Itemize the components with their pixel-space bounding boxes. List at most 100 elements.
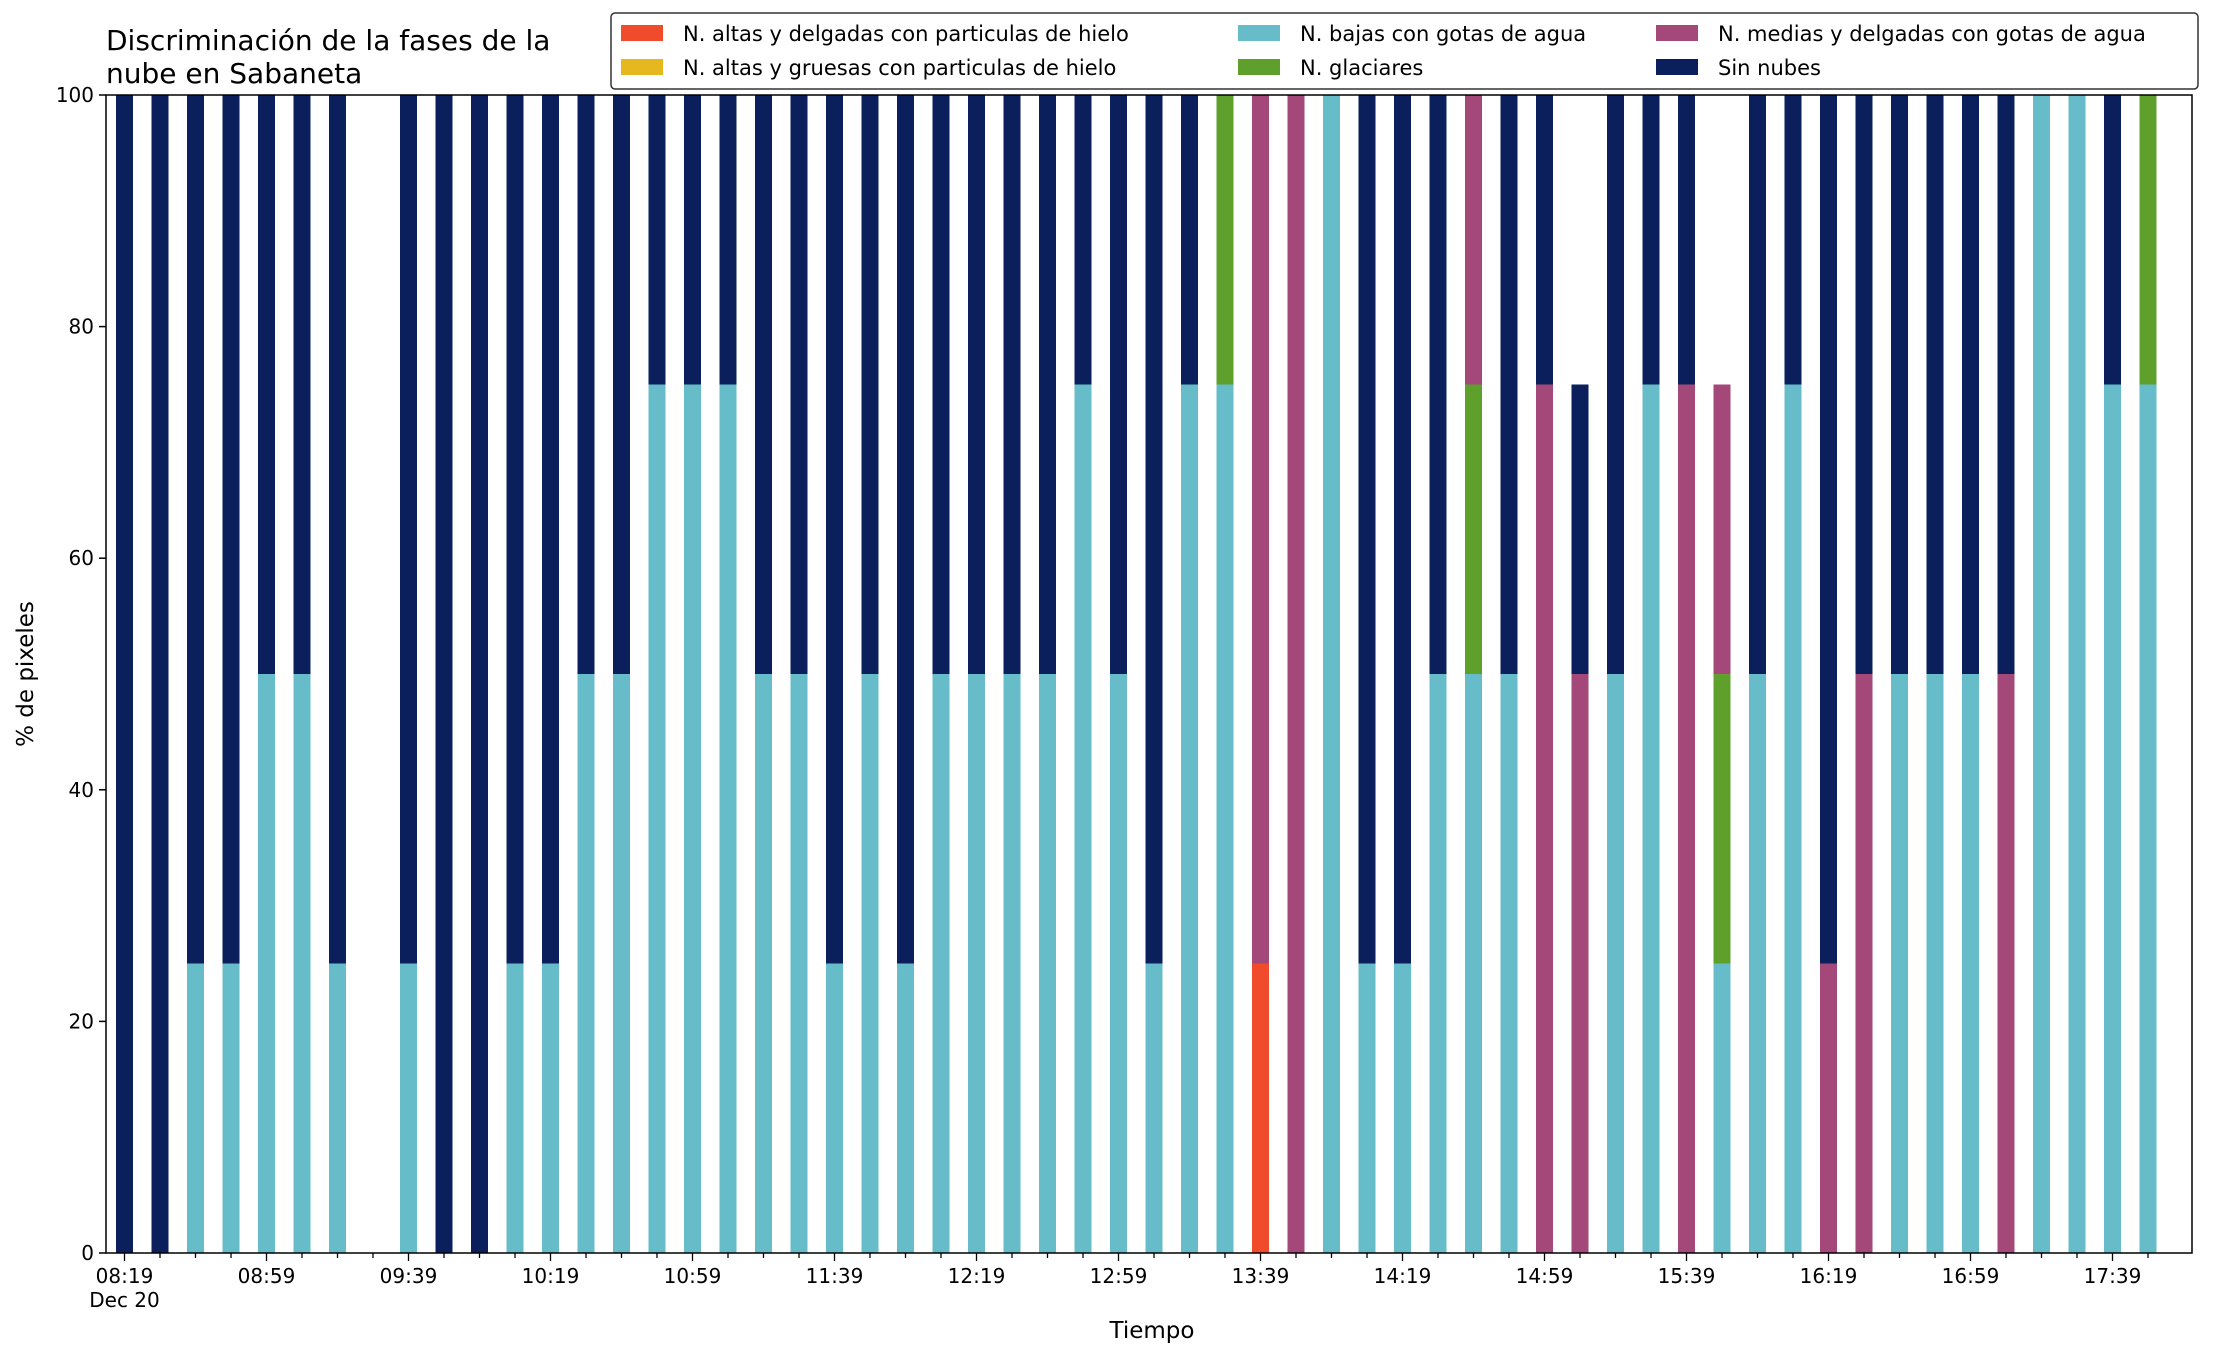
bar-segment-1039-series-5 (613, 95, 630, 674)
bar-segment-1719-series-2 (2033, 95, 2050, 1253)
bar-segment-1739-series-5 (2104, 95, 2121, 385)
bar-segment-1009-series-5 (506, 95, 524, 964)
x-tick-label: 10:19 (522, 1264, 580, 1288)
bar-segment-1549-series-2 (1713, 963, 1731, 1253)
x-axis: 08:19 08:59 09:39 10:19 10:59 11:39 12:19 12:59… (89, 1253, 2149, 1312)
bar-segment-1209-series-2 (932, 674, 950, 1253)
bar-segment-1519-series-5 (1607, 95, 1624, 674)
bar-segment-1319-series-5 (1181, 95, 1198, 385)
bar-segment-1029-series-5 (577, 95, 595, 674)
legend-label: N. altas y gruesas con particulas de hie… (683, 56, 1116, 80)
y-tick-label: 60 (69, 546, 94, 570)
bar-segment-1059-series-2 (684, 384, 701, 1253)
x-tick-label: 13:39 (1232, 1264, 1290, 1288)
x-tick-label: 09:39 (380, 1264, 438, 1288)
bar-segment-1639-series-5 (1891, 95, 1908, 674)
bar-segment-1139-series-5 (826, 95, 843, 964)
bar-segment-1439-series-3 (1465, 384, 1482, 674)
bar-segment-1009-series-2 (506, 963, 524, 1253)
bar-segment-1519-series-2 (1607, 674, 1624, 1253)
bar-segment-1219-series-2 (968, 674, 985, 1253)
bar-segment-0949-series-5 (435, 95, 453, 1253)
y-tick-label: 40 (69, 778, 94, 802)
bar-segment-1309-series-2 (1145, 963, 1163, 1253)
bar-segment-0939-series-5 (400, 95, 417, 964)
bar-segment-1439-series-2 (1465, 674, 1482, 1253)
bar-segment-1019-series-2 (542, 963, 559, 1253)
bar-segment-1749-series-3 (2139, 95, 2157, 385)
legend-label: N. medias y delgadas con gotas de agua (1718, 22, 2146, 46)
bar-segment-1509-series-4 (1571, 674, 1589, 1253)
bar-segment-1249-series-2 (1074, 384, 1092, 1253)
bar-segment-1409-series-5 (1358, 95, 1376, 964)
bar-segment-1729-series-2 (2068, 95, 2086, 1253)
bar-segment-1129-series-2 (790, 674, 808, 1253)
bar-segment-1709-series-4 (1997, 674, 2015, 1253)
bar-segment-1739-series-2 (2104, 384, 2121, 1253)
bar-segment-1149-series-5 (861, 95, 879, 674)
bar-segment-0849-series-2 (222, 963, 240, 1253)
bar-segment-1219-series-5 (968, 95, 985, 674)
x-tick-label: 10:59 (664, 1264, 722, 1288)
bar-segment-1109-series-2 (719, 384, 737, 1253)
bar-segment-1049-series-5 (648, 95, 666, 385)
bar-segment-1159-series-5 (897, 95, 914, 964)
bar-segment-1349-series-4 (1287, 95, 1305, 1253)
bar-segment-1749-series-2 (2139, 384, 2157, 1253)
bar-segment-1319-series-2 (1181, 384, 1198, 1253)
bar-segment-0819-series-5 (116, 95, 133, 1253)
bar-segment-0829-series-5 (151, 95, 169, 1253)
x-date-label: Dec 20 (89, 1288, 160, 1312)
bar-segment-0859-series-2 (258, 674, 275, 1253)
bar-segment-1419-series-5 (1394, 95, 1411, 964)
bar-segment-1309-series-5 (1145, 95, 1163, 964)
bar-segment-1619-series-5 (1820, 95, 1837, 964)
x-tick-label: 16:19 (1800, 1264, 1858, 1288)
bar-segment-1339-series-0 (1252, 963, 1269, 1253)
bar-segment-1139-series-2 (826, 963, 843, 1253)
legend-label: Sin nubes (1718, 56, 1821, 80)
bar-segment-1429-series-2 (1429, 674, 1447, 1253)
bar-segment-1659-series-5 (1962, 95, 1979, 674)
plot-area-frame (105, 94, 2193, 1254)
bars-layer (116, 95, 2157, 1253)
y-tick-label: 20 (69, 1009, 94, 1033)
x-tick-label: 15:39 (1658, 1264, 1716, 1288)
bar-segment-0939-series-2 (400, 963, 417, 1253)
bar-segment-1559-series-2 (1749, 674, 1766, 1253)
bar-segment-1259-series-2 (1110, 674, 1127, 1253)
bar-segment-0839-series-2 (187, 963, 204, 1253)
legend-frame (610, 12, 2199, 90)
bar-segment-1659-series-2 (1962, 674, 1979, 1253)
bar-segment-1259-series-5 (1110, 95, 1127, 674)
bar-segment-1229-series-5 (1003, 95, 1021, 674)
bar-segment-0919-series-2 (329, 963, 346, 1253)
bar-segment-1609-series-2 (1784, 384, 1802, 1253)
x-tick-label: 14:19 (1374, 1264, 1432, 1288)
bar-segment-1529-series-2 (1642, 384, 1660, 1253)
bar-segment-1649-series-2 (1926, 674, 1944, 1253)
bar-segment-1409-series-2 (1358, 963, 1376, 1253)
legend-label: N. altas y delgadas con particulas de hi… (683, 22, 1129, 46)
bar-segment-1159-series-2 (897, 963, 914, 1253)
bar-segment-1029-series-2 (577, 674, 595, 1253)
legend-swatch (1656, 59, 1698, 75)
bar-segment-1539-series-4 (1678, 384, 1695, 1253)
bar-segment-0839-series-5 (187, 95, 204, 964)
bar-segment-1239-series-5 (1039, 95, 1056, 674)
bar-segment-0859-series-5 (258, 95, 275, 674)
bar-segment-1549-series-4 (1713, 384, 1731, 674)
legend-swatch (1238, 59, 1280, 75)
x-tick-label: 14:59 (1516, 1264, 1574, 1288)
chart-title-line-1: Discriminación de la fases de la (106, 24, 550, 57)
x-tick-label: 11:39 (806, 1264, 864, 1288)
legend-swatch (1238, 25, 1280, 41)
bar-segment-1329-series-2 (1216, 384, 1234, 1253)
bar-segment-1459-series-4 (1536, 384, 1553, 1253)
bar-segment-1249-series-5 (1074, 95, 1092, 385)
bar-segment-1119-series-5 (755, 95, 772, 674)
bar-segment-1439-series-4 (1465, 95, 1482, 385)
bar-segment-1129-series-5 (790, 95, 808, 674)
bar-segment-1419-series-2 (1394, 963, 1411, 1253)
